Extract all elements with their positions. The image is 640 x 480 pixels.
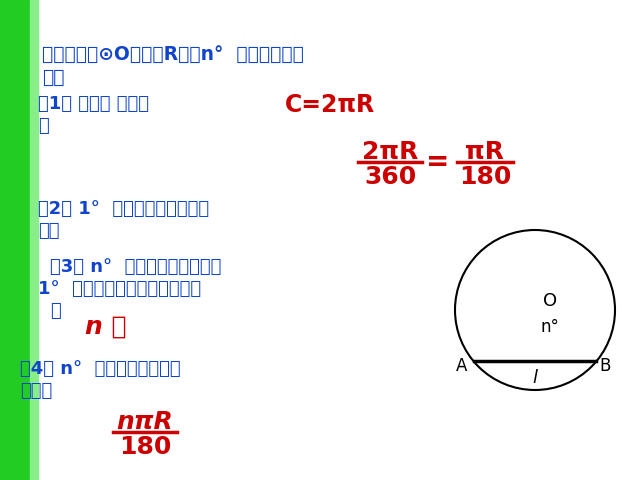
Text: ？: ？ xyxy=(50,302,61,320)
Text: n 倍: n 倍 xyxy=(85,315,127,339)
Text: n°: n° xyxy=(540,318,559,336)
Text: ？: ？ xyxy=(38,117,49,135)
Text: 180: 180 xyxy=(459,165,511,189)
Text: （2） 1°  圆心角所对弧长是多: （2） 1° 圆心角所对弧长是多 xyxy=(38,200,209,218)
Text: nπR: nπR xyxy=(116,410,173,434)
Text: 2πR: 2πR xyxy=(362,140,418,164)
Text: O: O xyxy=(543,292,557,310)
Text: 1°  圆心角所对的弧长的多少倍: 1° 圆心角所对的弧长的多少倍 xyxy=(38,280,201,298)
Text: 少？: 少？ xyxy=(38,222,60,240)
Text: （1） 圆周长 是多少: （1） 圆周长 是多少 xyxy=(38,95,149,113)
Text: 360: 360 xyxy=(364,165,416,189)
Text: （4） n°  圆心角所对弧长是: （4） n° 圆心角所对弧长是 xyxy=(20,360,180,378)
Text: A: A xyxy=(456,358,467,375)
Text: 长。: 长。 xyxy=(42,68,65,87)
Text: l: l xyxy=(532,370,538,387)
Bar xyxy=(30,0,38,480)
Text: （3） n°  圆心角所对的弧长是: （3） n° 圆心角所对的弧长是 xyxy=(50,258,221,276)
Text: 180: 180 xyxy=(119,435,171,459)
Text: C=2πR: C=2πR xyxy=(285,93,375,117)
Text: 问题：已知⊙O半径为R，求n°  圆心角所对弧: 问题：已知⊙O半径为R，求n° 圆心角所对弧 xyxy=(42,45,304,64)
Bar xyxy=(0,0,30,480)
Text: =: = xyxy=(426,148,450,176)
Text: 多少？: 多少？ xyxy=(20,382,52,400)
Text: B: B xyxy=(599,358,611,375)
Text: πR: πR xyxy=(465,140,504,164)
